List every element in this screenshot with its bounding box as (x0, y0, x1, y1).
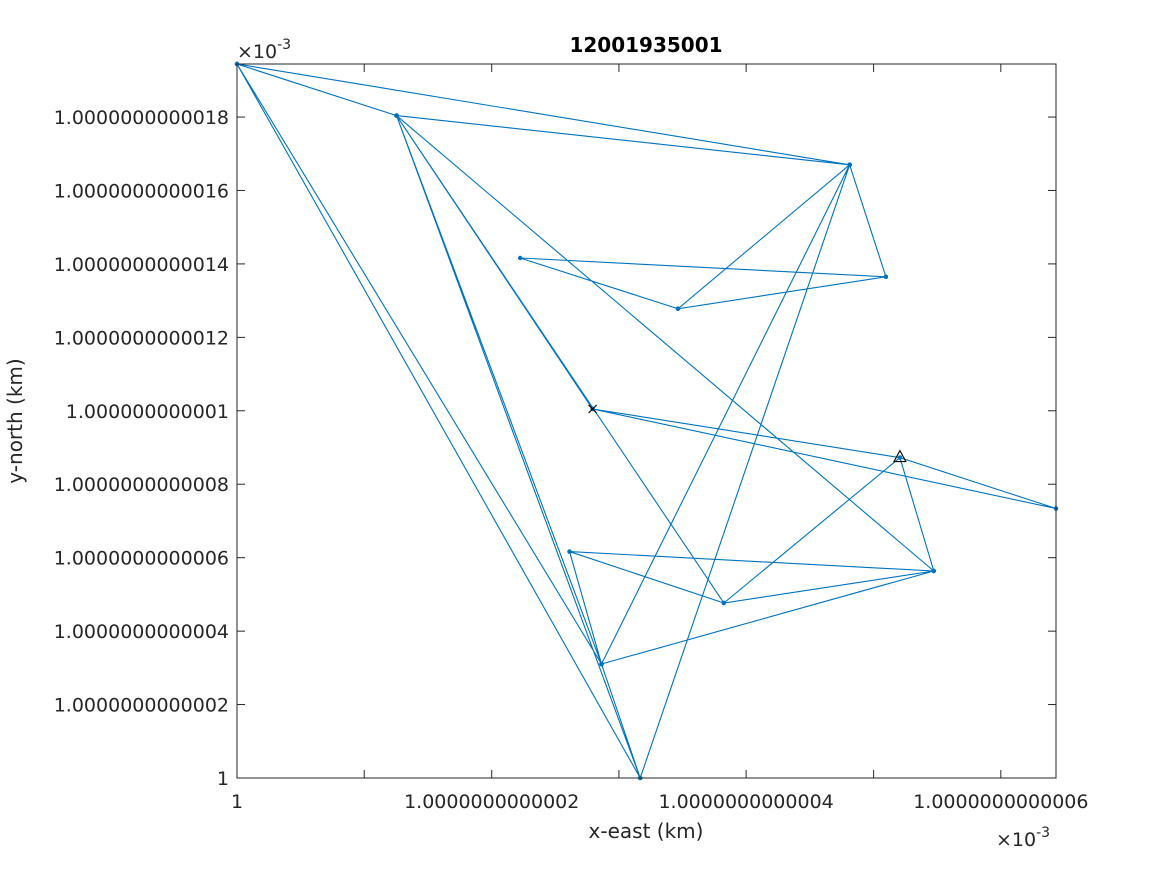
y-tick-label: 1 (217, 768, 229, 790)
data-point (567, 549, 572, 554)
x-exponent-base: ×10 (996, 829, 1036, 851)
data-point (847, 162, 852, 167)
series-line (235, 63, 1057, 780)
y-exponent-base: ×10 (237, 41, 277, 63)
data-point (517, 255, 523, 261)
marker-layer (588, 404, 907, 463)
data-point (394, 113, 399, 118)
data-point (721, 600, 727, 606)
data-point (599, 661, 604, 667)
y-tick-label: 1.000000000001 (66, 401, 229, 423)
x-tick-label: 1.0000000000002 (404, 791, 579, 813)
y-axis-label: y-north (km) (3, 358, 27, 483)
y-tick-label: 1.0000000000008 (54, 474, 229, 496)
y-tick-label: 1.0000000000014 (54, 254, 229, 276)
data-point (675, 306, 681, 311)
data-point (897, 455, 903, 460)
y-tick-label: 1.0000000000004 (54, 621, 229, 643)
y-tick-label: 1.0000000000016 (54, 180, 229, 202)
y-axis-exponent: ×10-3 (237, 37, 291, 63)
tick-layer: 1 1.0000000000002 1.0000000000004 1.0000000… (54, 64, 1088, 813)
x-exponent-power: -3 (1036, 825, 1050, 841)
y-tick-label: 1.0000000000018 (54, 107, 229, 129)
x-tick-label: 1.0000000000004 (658, 791, 833, 813)
y-tick-label: 1.0000000000002 (54, 695, 229, 717)
y-tick-label: 1.0000000000012 (54, 327, 229, 349)
data-point (931, 568, 936, 574)
series-layer (234, 61, 1059, 781)
x-axis-exponent: ×10-3 (996, 825, 1050, 851)
x-tick-label: 1.0000000000006 (913, 791, 1088, 813)
data-point (883, 274, 889, 279)
axes-box (236, 63, 1057, 779)
chart-title: 12001935001 (569, 33, 722, 57)
y-tick-label: 1.0000000000006 (54, 548, 229, 570)
x-axis-label: x-east (km) (589, 819, 704, 843)
end-marker (892, 449, 907, 463)
start-marker (588, 404, 598, 414)
x-tick-label: 1 (231, 791, 243, 813)
y-exponent-power: -3 (277, 37, 291, 53)
